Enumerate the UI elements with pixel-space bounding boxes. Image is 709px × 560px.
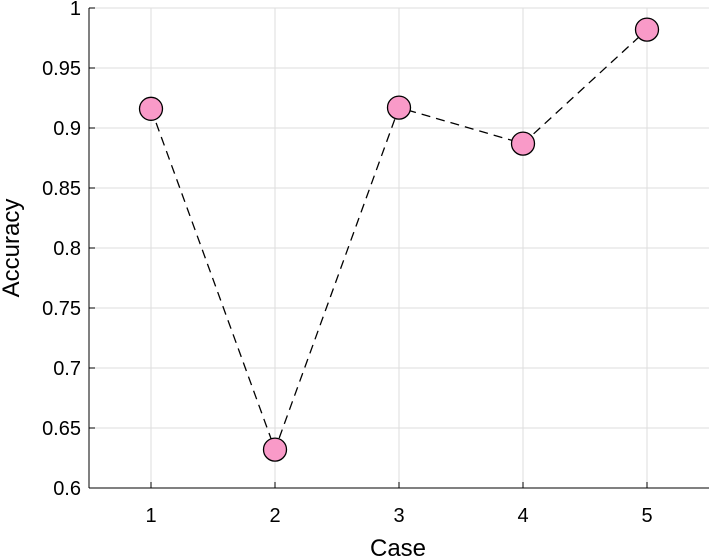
x-tick-label-2: 2 (269, 505, 280, 527)
ticks: 1 2 3 4 5 0.6 0.65 0.7 0.75 0.8 0.85 0.9 0.95 1 (42, 0, 653, 527)
x-tick-label-3: 3 (393, 505, 404, 527)
x-tick-label-1: 1 (145, 505, 156, 527)
data-point-2 (262, 437, 288, 462)
y-tick-label-8: 0.95 (42, 58, 81, 80)
y-tick-label-9: 1 (70, 0, 81, 20)
x-tick-label-5: 5 (641, 505, 652, 527)
data-point-5 (634, 17, 660, 42)
grid (89, 7, 709, 489)
y-axis-label: Accuracy (0, 199, 25, 298)
x-tick-label-4: 4 (517, 505, 528, 527)
data-point-4 (510, 131, 536, 156)
y-tick-label-6: 0.85 (42, 178, 81, 200)
data-point-1 (138, 96, 164, 121)
y-tick-label-4: 0.75 (42, 298, 81, 320)
y-tick-label-5: 0.8 (53, 238, 81, 260)
x-axis-label: Case (370, 535, 426, 560)
y-tick-label-3: 0.7 (53, 358, 81, 380)
series (138, 17, 660, 462)
y-tick-label-1: 0.6 (53, 478, 81, 500)
y-tick-label-2: 0.65 (42, 418, 81, 440)
y-tick-label-7: 0.9 (53, 118, 81, 140)
data-point-3 (386, 95, 412, 120)
